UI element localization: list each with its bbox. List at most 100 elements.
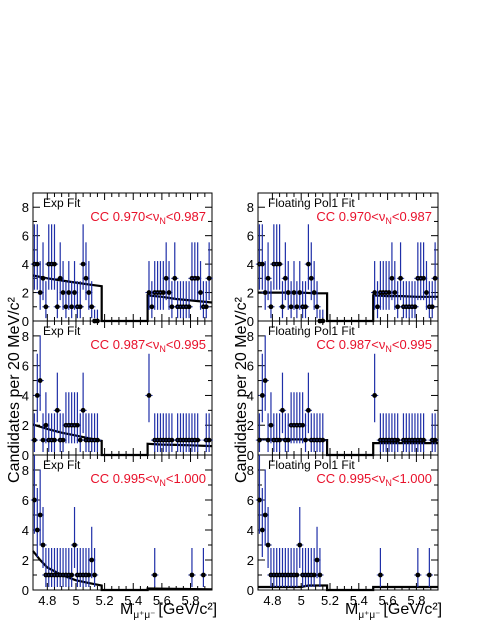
data-point bbox=[160, 290, 166, 295]
data-point bbox=[195, 437, 201, 443]
data-point bbox=[259, 393, 265, 398]
y-tick-label: 8 bbox=[22, 463, 29, 478]
data-point bbox=[74, 422, 80, 428]
data-point bbox=[66, 290, 72, 295]
cut-label: CC 0.970<νN<0.987 bbox=[90, 209, 206, 226]
data-point bbox=[146, 290, 152, 295]
data-point bbox=[421, 275, 426, 281]
fit-label: Floating Pol1 Fit bbox=[268, 324, 355, 338]
y-tick-label: 8 bbox=[247, 463, 254, 478]
y-tick-label: 6 bbox=[22, 493, 29, 508]
data-point bbox=[54, 407, 60, 413]
data-point bbox=[372, 290, 378, 295]
data-point bbox=[303, 304, 308, 310]
y-axis-label-left: Candidates per 20 MeV/c² bbox=[6, 296, 23, 483]
fit-label: Exp Fit bbox=[43, 196, 81, 210]
data-point bbox=[291, 290, 297, 295]
cut-label: CC 0.987<νN<0.995 bbox=[90, 337, 206, 354]
data-point bbox=[189, 572, 195, 578]
y-tick-label: 6 bbox=[22, 359, 29, 374]
data-point bbox=[306, 261, 311, 267]
data-point bbox=[389, 275, 395, 281]
y-tick-label: 4 bbox=[22, 388, 29, 403]
data-point bbox=[277, 437, 282, 443]
data-point bbox=[34, 527, 40, 533]
data-point bbox=[206, 275, 212, 281]
data-point bbox=[375, 304, 380, 310]
data-point bbox=[424, 290, 429, 295]
data-point bbox=[395, 304, 401, 310]
data-point bbox=[392, 290, 398, 295]
data-point bbox=[262, 290, 268, 295]
data-point bbox=[257, 497, 262, 503]
data-point bbox=[395, 437, 401, 443]
data-point bbox=[60, 437, 66, 443]
fit-label: Floating Pol1 Fit bbox=[268, 196, 355, 210]
data-point bbox=[57, 275, 63, 281]
data-point bbox=[83, 275, 89, 281]
data-point bbox=[69, 304, 75, 310]
data-point bbox=[63, 304, 69, 310]
data-point bbox=[186, 304, 192, 310]
data-point bbox=[282, 275, 288, 281]
data-point bbox=[306, 407, 311, 413]
data-point bbox=[320, 437, 326, 443]
x-tick-label: 5.4 bbox=[124, 593, 142, 608]
data-point bbox=[52, 261, 57, 267]
x-axis-label-left: Mμ⁺μ⁻ [GeV/c²] bbox=[120, 601, 217, 621]
data-point bbox=[149, 304, 155, 310]
data-point bbox=[95, 437, 100, 443]
y-tick-label: 6 bbox=[22, 229, 29, 244]
data-point bbox=[262, 378, 268, 383]
x-axis-label-main: M bbox=[120, 601, 133, 618]
data-point bbox=[37, 378, 43, 383]
data-point bbox=[77, 304, 83, 310]
data-point bbox=[146, 393, 152, 398]
data-point bbox=[54, 304, 60, 310]
y-tick-label: 0 bbox=[247, 583, 254, 598]
data-point bbox=[43, 304, 49, 310]
data-point bbox=[72, 290, 77, 295]
data-point bbox=[195, 275, 201, 281]
y-tick-label: 8 bbox=[247, 200, 254, 215]
data-point bbox=[303, 437, 308, 443]
data-point bbox=[311, 572, 317, 578]
y-tick-label: 0 bbox=[22, 583, 29, 598]
data-point bbox=[60, 290, 66, 295]
x-tick-label: 5.8 bbox=[407, 593, 425, 608]
data-point bbox=[32, 437, 37, 443]
data-point bbox=[300, 422, 306, 428]
data-point bbox=[285, 437, 291, 443]
y-tick-label: 4 bbox=[247, 388, 254, 403]
data-point bbox=[262, 512, 268, 518]
data-point bbox=[259, 527, 265, 533]
data-point bbox=[265, 542, 271, 548]
data-point bbox=[426, 572, 432, 578]
data-point bbox=[378, 572, 383, 578]
data-point bbox=[37, 512, 43, 518]
y-tick-label: 2 bbox=[22, 418, 29, 433]
data-point bbox=[34, 261, 40, 267]
x-axis-label-units: [GeV/c²] bbox=[158, 601, 217, 618]
data-point bbox=[206, 437, 212, 443]
y-tick-label: 6 bbox=[247, 359, 254, 374]
cut-label: CC 0.987<νN<0.995 bbox=[316, 337, 432, 354]
cut-label: CC 0.995<νN<1.000 bbox=[316, 471, 432, 488]
data-point bbox=[280, 304, 285, 310]
data-point bbox=[277, 261, 282, 267]
y-tick-label: 0 bbox=[22, 314, 29, 329]
y-tick-label: 8 bbox=[247, 329, 254, 344]
data-point bbox=[398, 275, 403, 281]
x-tick-label: 5.4 bbox=[350, 593, 368, 608]
data-point bbox=[166, 290, 172, 295]
data-point bbox=[280, 407, 285, 413]
data-point bbox=[265, 275, 271, 281]
x-axis-label-right: Mμ⁺μ⁻ [GeV/c²] bbox=[345, 601, 442, 621]
data-point bbox=[52, 437, 57, 443]
data-point bbox=[297, 542, 303, 548]
data-point bbox=[72, 542, 77, 548]
data-point bbox=[40, 275, 46, 281]
data-point bbox=[172, 275, 178, 281]
